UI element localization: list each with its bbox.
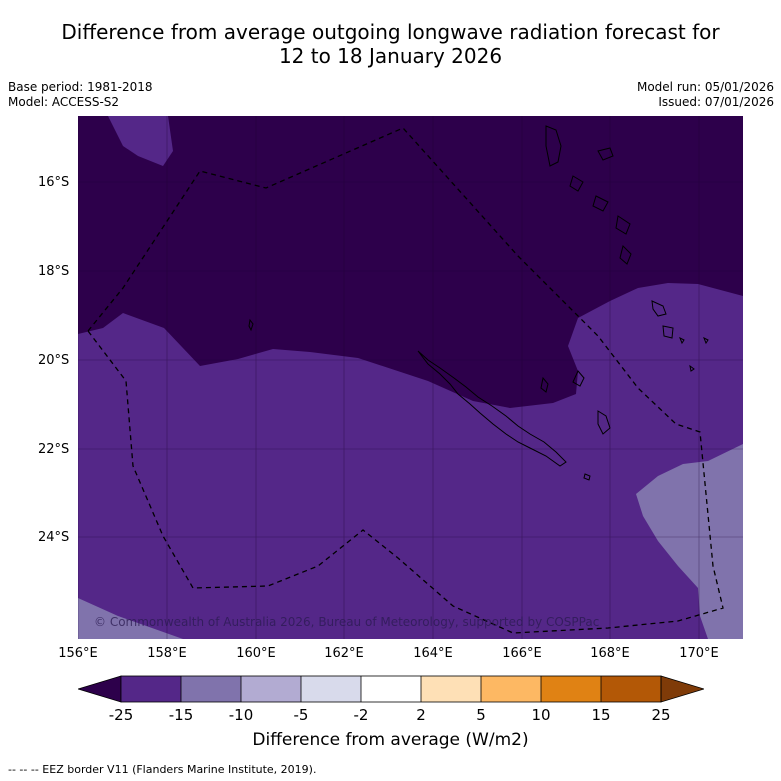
lat-label: 20°S	[38, 353, 70, 368]
colorbar-bin	[541, 676, 601, 702]
colorbar-tick: -2	[353, 706, 369, 724]
lat-label: 18°S	[38, 264, 70, 279]
colorbar-over-arrow	[660, 675, 704, 703]
coastline-small-island	[689, 364, 695, 372]
coastline-isle-of-pines	[583, 473, 591, 481]
base-period: Base period: 1981-2018	[8, 80, 153, 94]
lon-label: 166°E	[502, 646, 542, 661]
title-line-2: 12 to 18 January 2026	[278, 44, 503, 68]
meta-left: Base period: 1981-2018 Model: ACCESS-S2	[8, 80, 153, 110]
colorbar-bin	[241, 676, 301, 702]
colorbar-tick: 25	[651, 706, 671, 724]
title-line-1: Difference from average outgoing longwav…	[61, 20, 720, 44]
coastline-chesterfield	[248, 318, 254, 332]
colorbar-bin	[121, 676, 181, 702]
coastline-new-caledonia	[417, 350, 567, 467]
model-run: Model run: 05/01/2026	[636, 80, 774, 94]
lon-label: 168°E	[590, 646, 630, 661]
lat-label: 16°S	[38, 175, 70, 190]
colorbar-tick: 15	[591, 706, 611, 724]
coastline-islet	[540, 376, 549, 393]
colorbar	[78, 675, 704, 703]
gridlines	[78, 116, 743, 639]
region-southeast	[636, 444, 743, 639]
colorbar-bin	[361, 676, 421, 702]
colorbar-title: Difference from average (W/m2)	[252, 730, 529, 750]
colorbar-tick: -15	[168, 706, 194, 724]
colorbar-bin	[421, 676, 481, 702]
colorbar-tick: 2	[416, 706, 426, 724]
region-blob-north	[108, 116, 173, 166]
colorbar-bin	[301, 676, 361, 702]
map-panel: © Commonwealth of Australia 2026, Bureau…	[78, 116, 743, 639]
chart-title: Difference from average outgoing longwav…	[0, 20, 781, 68]
lat-label: 24°S	[38, 530, 70, 545]
colorbar-bin	[481, 676, 541, 702]
coastline-vanuatu	[545, 125, 709, 345]
coastline-loyalty-islands	[572, 370, 585, 387]
lon-label: 162°E	[324, 646, 364, 661]
issued-date: Issued: 07/01/2026	[658, 95, 774, 109]
colorbar-bin	[601, 676, 661, 702]
lon-label: 170°E	[679, 646, 719, 661]
colorbar-tick: 10	[531, 706, 551, 724]
footnote-eez: -- -- -- EEZ border V11 (Flanders Marine…	[8, 763, 317, 776]
lat-label: 22°S	[38, 442, 70, 457]
colorbar-bin	[181, 676, 241, 702]
lon-label: 158°E	[147, 646, 187, 661]
colorbar-tick: -25	[108, 706, 134, 724]
colorbar-tick: -10	[228, 706, 254, 724]
lon-label: 164°E	[413, 646, 453, 661]
map-copyright: © Commonwealth of Australia 2026, Bureau…	[94, 615, 599, 629]
lon-label: 156°E	[58, 646, 98, 661]
eez-border	[87, 127, 724, 634]
model-name: Model: ACCESS-S2	[8, 95, 120, 109]
colorbar-tick: -5	[293, 706, 309, 724]
region-northern	[78, 116, 743, 408]
lon-label: 160°E	[236, 646, 276, 661]
region-southwest	[78, 598, 183, 639]
colorbar-tick: 5	[476, 706, 486, 724]
coastline-lifou	[597, 410, 611, 435]
meta-right: Model run: 05/01/2026 Issued: 07/01/2026	[637, 80, 774, 110]
colorbar-under-arrow	[78, 675, 122, 703]
colorbar-dividers	[120, 675, 662, 703]
